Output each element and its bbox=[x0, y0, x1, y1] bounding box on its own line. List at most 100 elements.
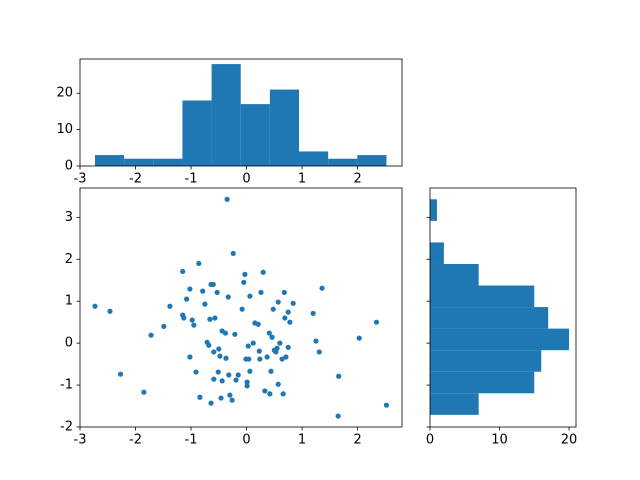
point bbox=[255, 321, 261, 327]
point bbox=[183, 296, 190, 302]
point bbox=[280, 391, 286, 397]
point bbox=[193, 369, 199, 375]
point bbox=[207, 316, 213, 322]
point bbox=[285, 344, 291, 350]
point bbox=[187, 286, 193, 292]
y-tick-label: -1 bbox=[60, 378, 73, 393]
bar bbox=[430, 350, 542, 372]
point bbox=[319, 285, 325, 291]
point bbox=[383, 402, 390, 408]
point bbox=[239, 306, 245, 312]
point bbox=[267, 391, 273, 397]
y-tick-label: 0 bbox=[65, 336, 73, 351]
point bbox=[208, 400, 214, 406]
x-tick-label: 0 bbox=[242, 433, 250, 448]
point bbox=[268, 368, 274, 374]
point bbox=[217, 353, 223, 359]
bar bbox=[430, 328, 570, 351]
point bbox=[310, 310, 316, 316]
point bbox=[200, 288, 206, 294]
point bbox=[230, 250, 236, 257]
point bbox=[187, 354, 193, 360]
x-tick-label: 0 bbox=[242, 172, 250, 187]
point bbox=[148, 332, 154, 338]
bar bbox=[182, 100, 212, 166]
point bbox=[270, 306, 276, 312]
point bbox=[206, 342, 212, 348]
point bbox=[247, 293, 253, 299]
point bbox=[227, 392, 233, 398]
point bbox=[226, 372, 232, 378]
x-tick-label: -2 bbox=[129, 172, 142, 187]
x-tick-label: 1 bbox=[298, 172, 306, 187]
point bbox=[277, 340, 283, 346]
bar bbox=[269, 89, 300, 166]
bar bbox=[430, 307, 549, 329]
point bbox=[235, 372, 241, 378]
y-tick-label: 1 bbox=[65, 294, 73, 309]
bar bbox=[299, 151, 329, 166]
point bbox=[256, 348, 262, 354]
point bbox=[219, 378, 225, 384]
point bbox=[196, 260, 202, 267]
point bbox=[258, 289, 264, 296]
point bbox=[189, 317, 195, 323]
axes-frame bbox=[79, 58, 403, 167]
bar bbox=[240, 104, 270, 166]
bar bbox=[430, 199, 437, 221]
axes-frame bbox=[79, 187, 403, 428]
point bbox=[242, 271, 248, 277]
point bbox=[290, 300, 296, 306]
point bbox=[336, 373, 342, 379]
point bbox=[275, 299, 281, 305]
point bbox=[141, 389, 147, 395]
x-tick-label: 20 bbox=[561, 433, 578, 448]
point bbox=[211, 349, 217, 355]
point bbox=[214, 289, 220, 296]
point bbox=[218, 395, 224, 401]
point bbox=[257, 356, 263, 362]
point bbox=[191, 322, 197, 328]
point bbox=[356, 335, 362, 341]
point bbox=[222, 330, 229, 336]
bar bbox=[430, 242, 444, 264]
point bbox=[117, 371, 124, 377]
point bbox=[316, 349, 322, 355]
point bbox=[281, 289, 287, 296]
point bbox=[241, 279, 247, 285]
y-tick-label: -2 bbox=[60, 420, 73, 435]
point bbox=[264, 354, 270, 360]
point bbox=[210, 281, 216, 288]
x-tick-label: -3 bbox=[74, 172, 87, 187]
point bbox=[225, 294, 231, 300]
point bbox=[197, 394, 203, 400]
point bbox=[279, 356, 285, 362]
y-tick-label: 0 bbox=[65, 159, 73, 174]
bar bbox=[153, 158, 183, 166]
bar bbox=[430, 393, 479, 415]
point bbox=[211, 376, 217, 382]
point bbox=[244, 383, 250, 389]
bar bbox=[94, 155, 125, 166]
y-tick-label: 3 bbox=[65, 210, 73, 225]
point bbox=[313, 338, 319, 344]
x-tick-label: -2 bbox=[129, 433, 142, 448]
point bbox=[247, 368, 253, 374]
point bbox=[180, 268, 186, 275]
point bbox=[244, 379, 250, 385]
y-tick-label: 20 bbox=[56, 86, 73, 101]
point bbox=[275, 381, 281, 387]
bar bbox=[430, 263, 479, 286]
y-tick-label: 2 bbox=[65, 252, 73, 267]
x-tick-label: 1 bbox=[298, 433, 306, 448]
point bbox=[167, 303, 173, 309]
bar bbox=[328, 158, 358, 166]
bar bbox=[211, 64, 241, 166]
bar bbox=[357, 155, 387, 166]
point bbox=[216, 346, 222, 352]
point bbox=[246, 356, 252, 362]
point bbox=[287, 319, 293, 325]
point bbox=[223, 355, 229, 361]
point bbox=[283, 354, 289, 360]
